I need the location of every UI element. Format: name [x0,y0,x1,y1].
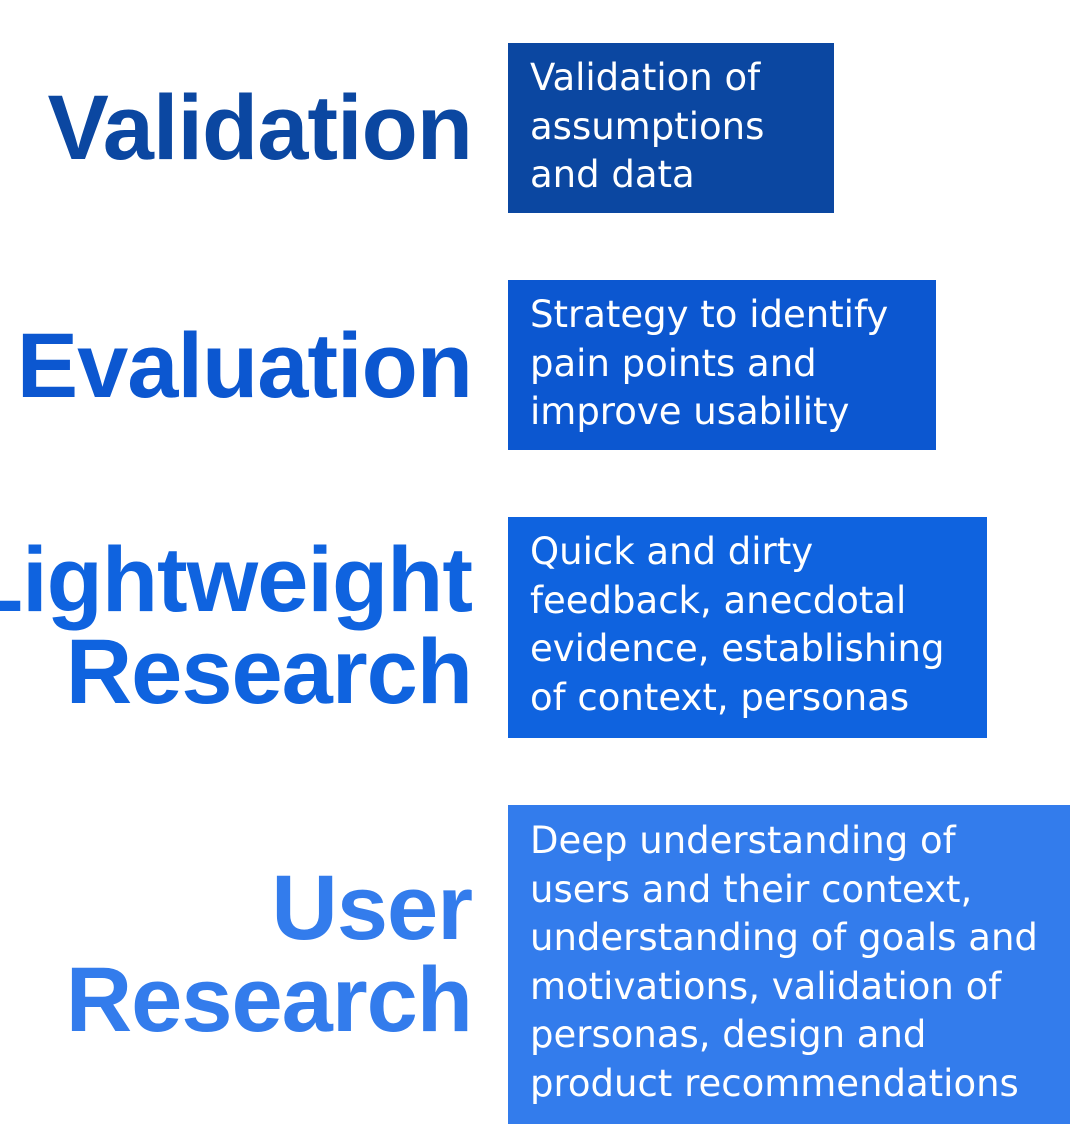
lightweight-research-title: Lightweight Research [0,529,473,723]
validation-title: Validation [47,77,473,179]
description-line: understanding of goals and [530,916,1038,959]
title-line: Evaluation [16,315,473,417]
description-line: Validation of [530,56,761,99]
title-line: User [271,857,473,959]
user-research-description-box: Deep understanding of users and their co… [508,805,1070,1124]
description-line: users and their context, [530,867,973,911]
description-line: motivations, validation of [530,964,1002,1008]
title-line: Research [65,949,473,1051]
description-line: of context, personas [530,675,910,719]
lightweight-research-description-box: Quick and dirty feedback, anecdotal evid… [508,517,987,738]
evaluation-title: Evaluation [16,315,473,417]
description-line: pain points and [530,341,817,385]
description-line: feedback, anecdotal [530,578,907,622]
description-line: improve usability [530,390,850,433]
description-line: assumptions [530,104,765,148]
user-research-title: User Research [65,857,473,1051]
evaluation-description-box: Strategy to identify pain points and imp… [508,280,936,450]
description-line: Deep understanding of [530,819,956,862]
description-line: Quick and dirty [530,530,814,573]
title-line: Research [65,621,473,723]
title-line: Validation [47,77,473,179]
description-line: product recommendations [530,1061,1019,1105]
validation-description-box: Validation of assumptions and data [508,43,834,213]
description-line: evidence, establishing [530,627,945,670]
description-line: Strategy to identify [530,293,889,336]
description-line: personas, design and [530,1013,927,1056]
description-line: and data [530,153,695,196]
title-line: Lightweight [0,529,473,631]
